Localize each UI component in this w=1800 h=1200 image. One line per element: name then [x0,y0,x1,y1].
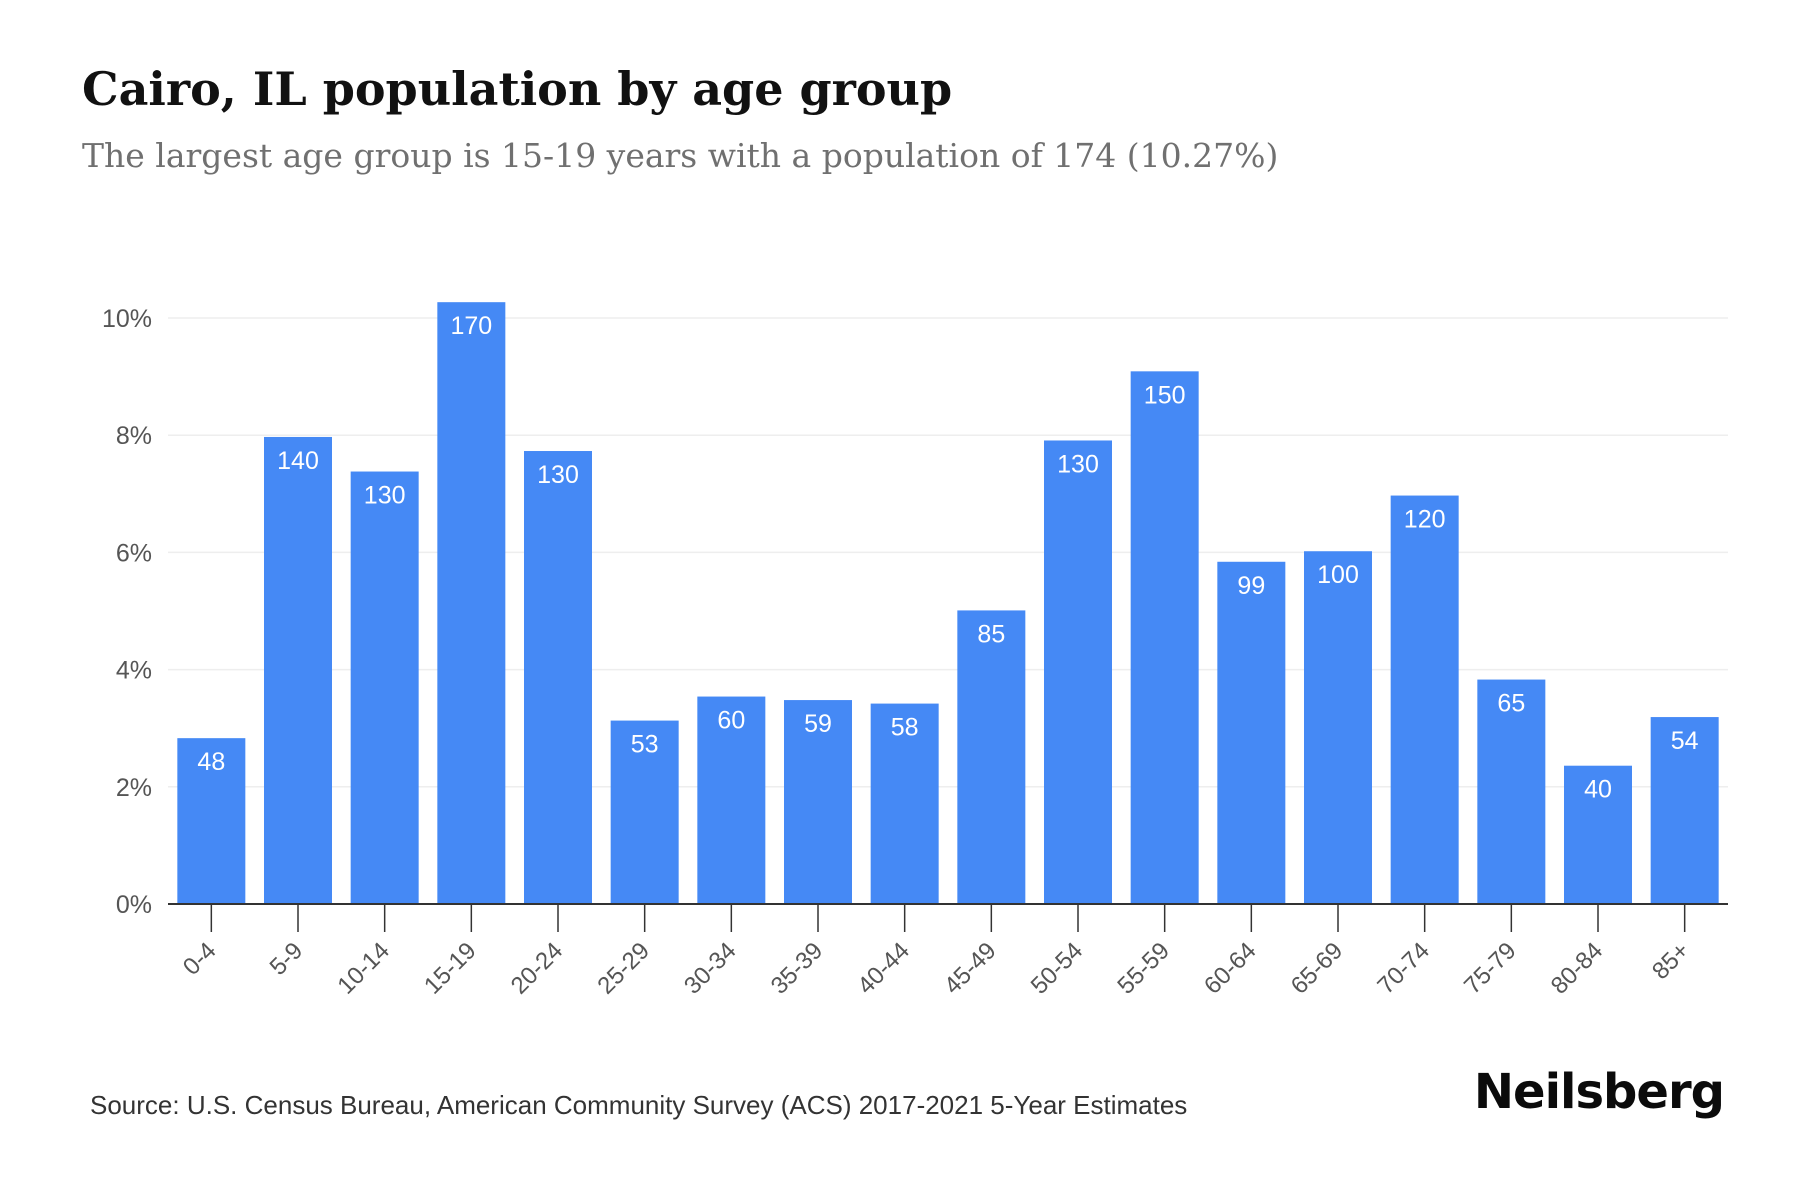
bar [697,696,766,904]
bar [784,700,852,904]
bar [1130,371,1199,904]
bar [1044,440,1112,904]
x-tick-label: 30-34 [679,937,742,1000]
bar [524,451,592,904]
bar-value-label: 58 [891,714,919,742]
bar-value-label: 48 [197,748,225,776]
bar-value-label: 130 [1057,450,1099,478]
bar-value-label: 40 [1584,776,1612,804]
bar-value-label: 140 [277,447,319,475]
x-tick-label: 70-74 [1372,937,1435,1000]
bar-value-label: 130 [537,461,579,489]
x-tick-label: 45-49 [939,937,1002,1000]
bar-value-label: 54 [1671,727,1699,755]
bar-chart: 0% 2% 4% 6% 8% 10% 48 0-4 140 5-9 130 10-14 170 15-19… [102,302,1728,1000]
bar [1304,551,1372,904]
bar [870,703,939,904]
bar-value-label: 59 [804,710,832,738]
bar [1477,679,1546,904]
y-tick-label: 6% [116,539,152,567]
y-tick-label: 0% [116,891,152,919]
x-tick-label: 85+ [1647,937,1695,985]
x-tick-label: 50-54 [1026,937,1089,1000]
bar-value-label: 130 [364,482,406,510]
bar [1217,561,1286,904]
x-tick-label: 40-44 [852,937,915,1000]
y-tick-label: 2% [116,774,152,802]
bar-value-label: 99 [1237,572,1265,600]
x-tick-label: 60-64 [1199,937,1262,1000]
bar [264,436,332,904]
bar-value-label: 85 [977,620,1005,648]
bar [610,720,679,904]
bar [437,302,506,905]
x-tick-label: 15-19 [419,937,482,1000]
bar-value-label: 100 [1317,561,1359,589]
x-tick-label: 0-4 [178,937,222,981]
bar-value-label: 65 [1497,690,1525,718]
chart-title: Cairo, IL population by age group [82,62,953,116]
x-tick-label: 25-29 [592,937,655,1000]
x-tick-label: 20-24 [506,937,569,1000]
bar [957,610,1026,904]
chart-subtitle: The largest age group is 15-19 years wit… [82,136,1279,175]
bar-value-label: 170 [450,312,492,340]
x-tick-label: 80-84 [1546,937,1609,1000]
bar [350,471,419,904]
bar-value-label: 150 [1144,381,1186,409]
bar [1564,765,1632,904]
x-tick-label: 55-59 [1112,937,1175,1000]
bar [177,738,246,904]
source-note: Source: U.S. Census Bureau, American Com… [90,1090,1188,1120]
y-tick-label: 8% [116,422,152,450]
x-tick-label: 5-9 [265,937,309,981]
bar-value-label: 120 [1404,506,1446,534]
x-tick-label: 10-14 [332,937,395,1000]
bar [1390,495,1459,904]
y-tick-label: 4% [116,657,152,685]
bar-value-label: 53 [631,731,659,759]
y-tick-label: 10% [102,305,152,333]
x-tick-label: 75-79 [1459,937,1522,1000]
bar [1650,717,1719,904]
x-tick-label: 65-69 [1286,937,1349,1000]
bar-value-label: 60 [717,707,745,735]
brand-logo: Neilsberg [1473,1064,1725,1120]
x-tick-label: 35-39 [766,937,829,1000]
